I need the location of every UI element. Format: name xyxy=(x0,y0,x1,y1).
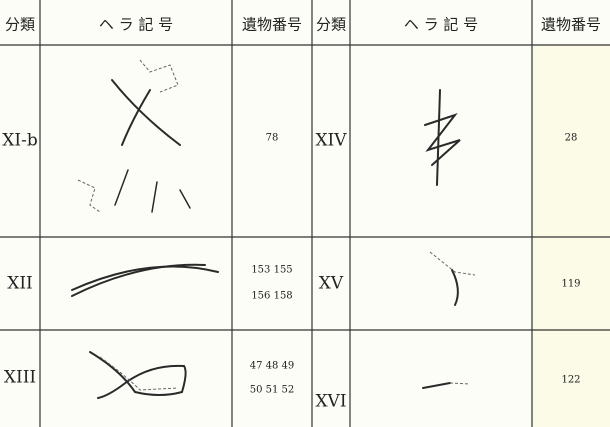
number-line: 119 xyxy=(561,279,580,290)
class-cell: XII xyxy=(7,274,33,294)
page-tint xyxy=(532,45,610,427)
number-line: 122 xyxy=(561,375,580,386)
number-line: 153 155 xyxy=(251,265,292,276)
number-line: 50 51 52 xyxy=(250,385,295,396)
header-cell: 遺物番号 xyxy=(541,16,601,34)
class-cell: XV xyxy=(319,274,344,294)
number-line: 78 xyxy=(266,133,279,144)
class-cell: XIV xyxy=(315,131,347,151)
spatula-mark-sketch xyxy=(71,59,476,399)
number-line: 156 158 xyxy=(251,291,292,302)
number-line: 28 xyxy=(565,133,578,144)
class-cell: XVI xyxy=(315,392,346,412)
header-cell: 遺物番号 xyxy=(242,16,302,34)
header-cell: 分類 xyxy=(5,16,35,34)
header-cell: ヘ ラ 記 号 xyxy=(99,16,173,34)
number-line: 47 48 49 xyxy=(250,361,295,372)
class-cell: XI-b xyxy=(2,131,38,151)
header-cell: 分類 xyxy=(316,16,346,34)
class-cell: XIII xyxy=(4,368,36,388)
header-cell: ヘ ラ 記 号 xyxy=(404,16,478,34)
